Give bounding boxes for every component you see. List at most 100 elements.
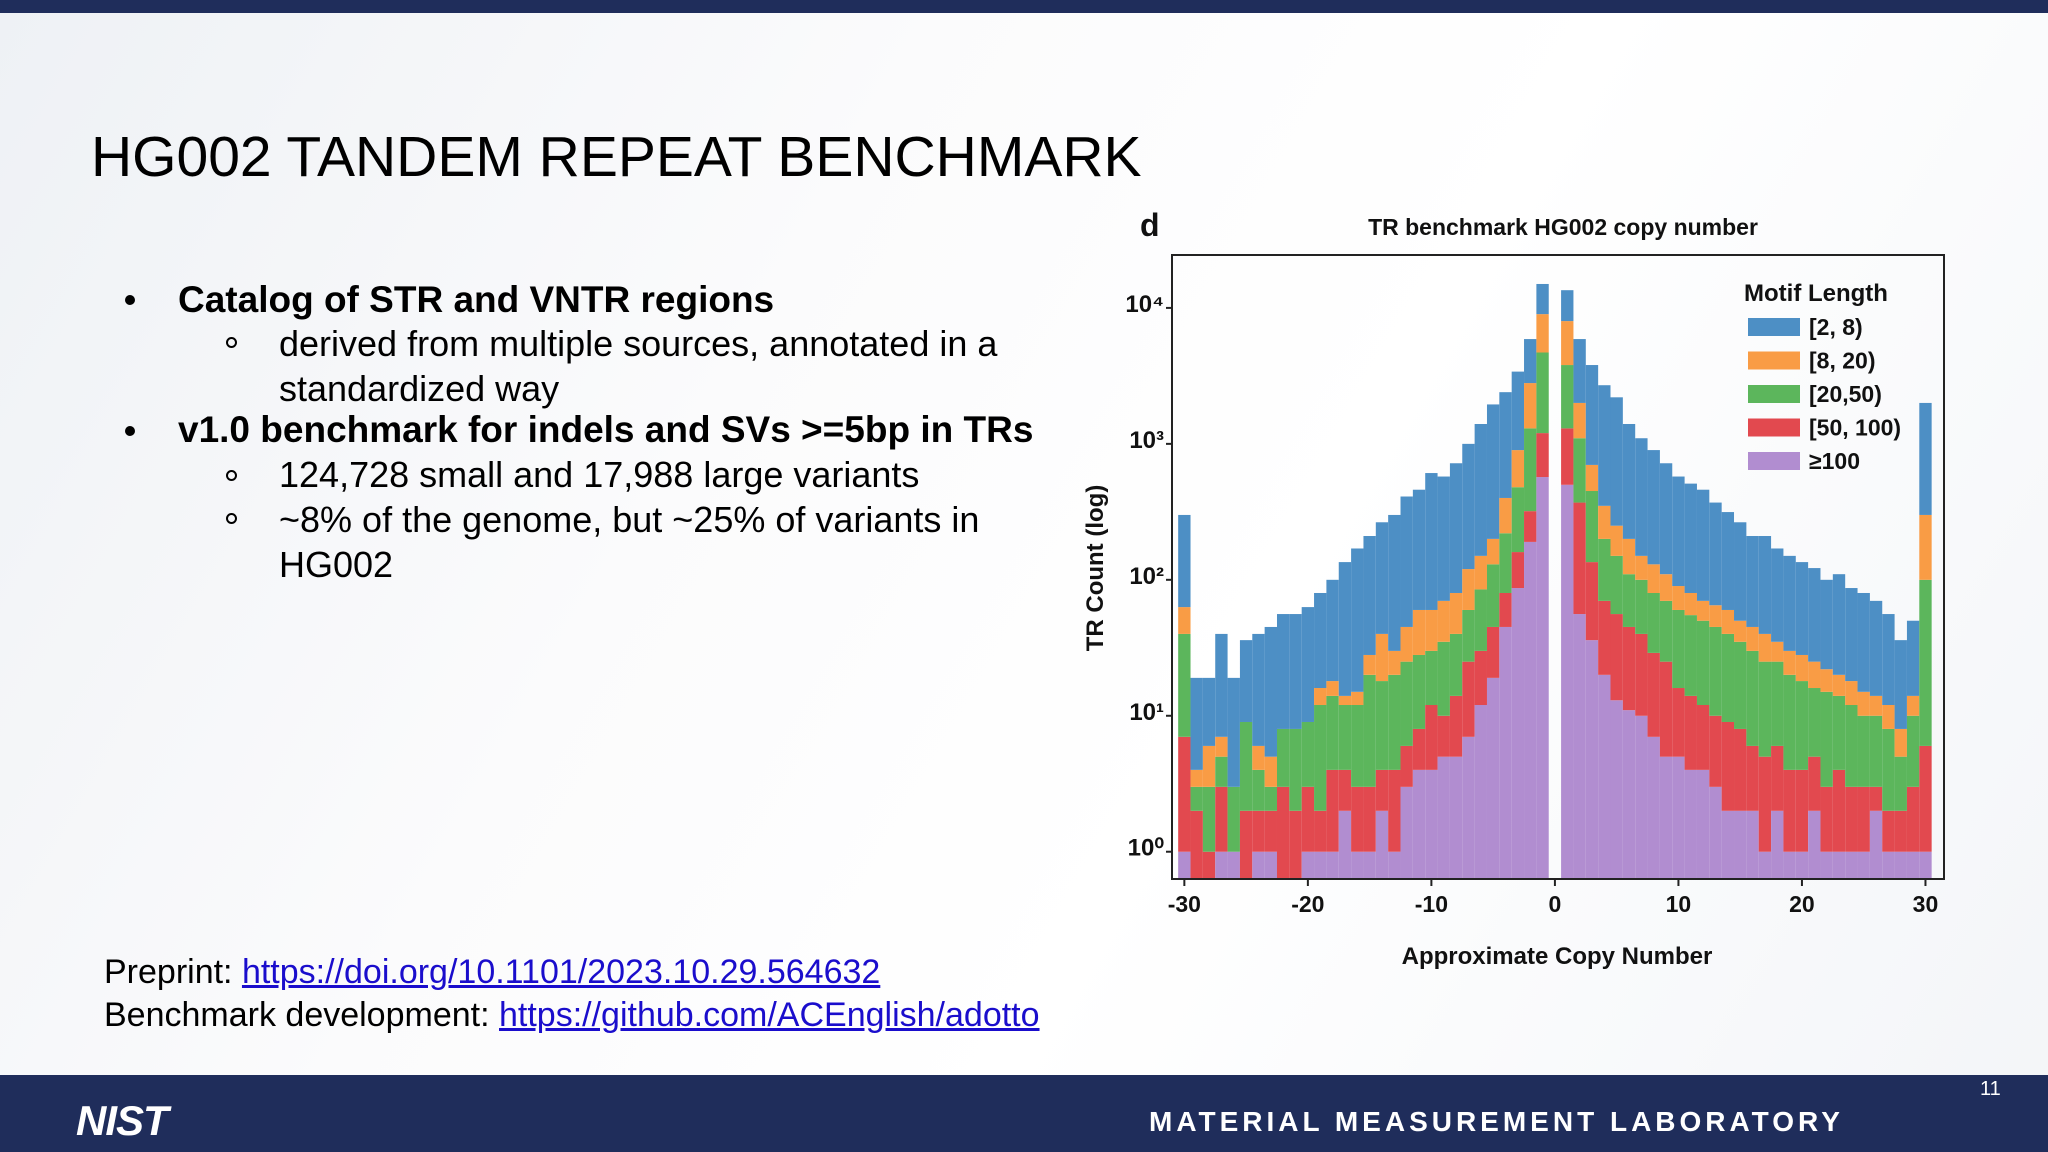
histogram-bar — [1462, 736, 1475, 879]
histogram-bar — [1659, 463, 1673, 575]
histogram-bar — [1647, 736, 1660, 879]
histogram-bar — [1820, 691, 1833, 787]
histogram-bar — [1869, 810, 1883, 879]
histogram-bar — [1783, 674, 1796, 770]
x-tick-label: 30 — [1913, 891, 1939, 917]
histogram-bar — [1906, 851, 1920, 879]
histogram-bar — [1375, 810, 1389, 879]
histogram-bar — [1388, 769, 1401, 852]
histogram-bar — [1437, 715, 1450, 757]
histogram-bar — [1696, 769, 1710, 879]
histogram-bar — [1190, 786, 1203, 811]
histogram-bar — [1659, 756, 1673, 879]
histogram-bar — [1326, 769, 1339, 852]
legend-swatch — [1748, 351, 1800, 370]
histogram-bar — [1375, 522, 1389, 634]
histogram-bar — [1894, 810, 1907, 852]
histogram-bar — [1264, 786, 1277, 811]
legend-swatch — [1748, 318, 1800, 336]
histogram-bar — [1301, 786, 1315, 852]
histogram-bar — [1499, 592, 1512, 627]
histogram-bar — [1449, 695, 1463, 757]
histogram-bar — [1721, 512, 1735, 610]
histogram-bar — [1635, 438, 1648, 556]
histogram-bar — [1561, 484, 1574, 879]
histogram-bar — [1314, 705, 1327, 811]
histogram-bar — [1314, 592, 1327, 689]
histogram-bar — [1635, 633, 1648, 716]
histogram-bar — [1388, 674, 1401, 770]
histogram-bar — [1709, 605, 1722, 627]
histogram-bar — [1561, 321, 1574, 366]
histogram-bar — [1783, 650, 1796, 675]
histogram-bar — [1684, 695, 1697, 770]
histogram-bar — [1400, 661, 1413, 746]
histogram-bar — [1338, 810, 1352, 879]
histogram-bar — [1672, 586, 1685, 610]
histogram-bar — [1264, 626, 1277, 757]
histogram-bar — [1412, 609, 1426, 655]
histogram-bar — [1783, 851, 1796, 879]
sub-bullet: 124,728 small and 17,988 large variants — [279, 454, 920, 495]
histogram-bar — [1832, 674, 1846, 696]
histogram-bar — [1919, 402, 1932, 515]
histogram-bar — [1351, 691, 1364, 706]
histogram-bar — [1561, 428, 1574, 485]
histogram-bar — [1659, 661, 1673, 757]
panel-label: d — [1140, 207, 1160, 243]
histogram-bar — [1363, 536, 1376, 655]
histogram-bar — [1511, 552, 1525, 589]
histogram-bar — [1202, 851, 1216, 879]
histogram-bar — [1363, 786, 1376, 852]
histogram-bar — [1289, 728, 1302, 811]
histogram-bar — [1857, 786, 1870, 852]
x-axis-label: Approximate Copy Number — [1402, 943, 1713, 970]
histogram-bar — [1425, 769, 1438, 879]
histogram-bar — [1894, 640, 1907, 729]
histogram-bar — [1326, 695, 1339, 770]
histogram-bar — [1425, 705, 1438, 770]
histogram-bar — [1486, 626, 1500, 678]
histogram-bar — [1178, 736, 1191, 852]
bullet: Catalog of STR and VNTR regions — [178, 279, 775, 320]
histogram-bar — [1264, 756, 1277, 787]
histogram-bar — [1758, 633, 1772, 662]
link[interactable]: https://doi.org/10.1101/2023.10.29.56463… — [241, 953, 881, 991]
histogram-bar — [1499, 533, 1512, 593]
histogram-bar — [1857, 691, 1870, 716]
histogram-bar — [1882, 728, 1895, 811]
histogram-bar — [1301, 607, 1315, 722]
histogram-bar — [1919, 745, 1932, 852]
link[interactable]: https://github.com/ACEnglish/adotto — [499, 996, 1040, 1034]
y-tick-label: 10¹ — [1129, 699, 1164, 726]
histogram-bar — [1573, 502, 1586, 615]
histogram-bar — [1474, 555, 1487, 590]
histogram-bar — [1820, 851, 1833, 879]
histogram-bar — [1227, 786, 1240, 852]
histogram-bar — [1906, 786, 1920, 852]
histogram-bar — [1511, 487, 1525, 553]
histogram-bar — [1239, 721, 1253, 811]
histogram-bar — [1746, 536, 1759, 627]
x-tick-label: 20 — [1789, 891, 1815, 917]
histogram-bar — [1486, 677, 1500, 879]
histogram-bar — [1684, 615, 1697, 696]
histogram-bar — [1808, 688, 1821, 757]
histogram-bar — [1314, 810, 1327, 852]
legend-title: Motif Length — [1744, 280, 1888, 307]
histogram-bar — [1190, 769, 1203, 787]
histogram-bar — [1635, 579, 1648, 634]
histogram-bar — [1635, 555, 1648, 580]
histogram-bar — [1721, 609, 1735, 634]
histogram-bar — [1795, 562, 1809, 655]
histogram-bar — [1524, 339, 1537, 384]
histogram-bar — [1449, 463, 1463, 593]
histogram-bar — [1771, 810, 1784, 879]
histogram-bar — [1610, 555, 1623, 615]
histogram-bar — [1610, 700, 1623, 879]
link-line: Preprint: https://doi.org/10.1101/2023.1… — [104, 953, 880, 992]
histogram-bar — [1178, 633, 1191, 737]
histogram-bar — [1709, 626, 1722, 716]
histogram-bar — [1536, 314, 1549, 353]
histogram-bar — [1363, 851, 1376, 879]
